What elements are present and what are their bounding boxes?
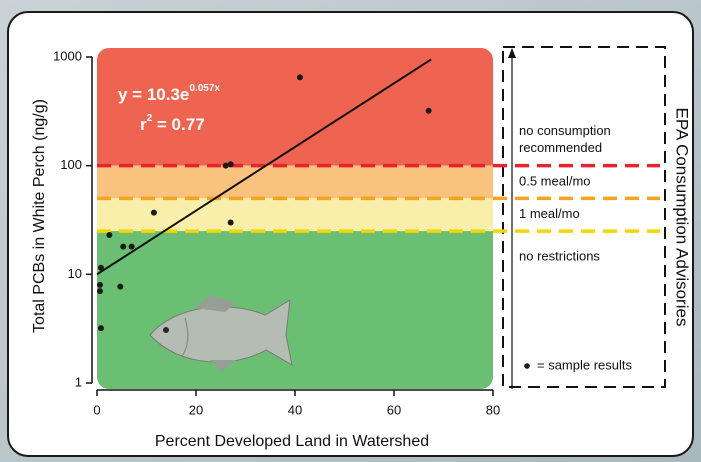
sample-point [97, 325, 104, 332]
advisory-label: recommended [519, 140, 602, 155]
x-tick-label: 20 [189, 402, 203, 417]
advisory-box [502, 46, 666, 388]
legend-marker [524, 363, 530, 369]
sample-point [128, 243, 135, 250]
fish [149, 295, 293, 372]
y-tick-label: 1 [75, 374, 82, 389]
sample-point [106, 232, 113, 239]
equation-base: y = 10.3e [118, 85, 189, 104]
y-tick-label: 10 [68, 266, 82, 281]
y-axis-label: Total PCBs in White Perch (ng/g) [31, 99, 48, 333]
x-tick-label: 80 [486, 402, 500, 417]
arrow-head [508, 48, 516, 58]
equation-exponent: 0.057x [189, 83, 220, 94]
advisory-label: 0.5 meal/mo [519, 173, 591, 188]
sample-point [425, 107, 432, 114]
advisory-band [97, 231, 493, 389]
sample-point [96, 281, 103, 288]
y-tick-label: 100 [60, 157, 82, 172]
x-tick-label: 0 [93, 402, 100, 417]
advisory-band [97, 198, 493, 232]
sample-point [227, 219, 234, 226]
sample-point [227, 161, 234, 168]
equation: y = 10.3e0.057x [118, 83, 220, 105]
sample-point [96, 288, 103, 295]
r-squared-base: r [140, 115, 147, 134]
r-squared-value: = 0.77 [152, 115, 204, 134]
r-squared-exponent: 2 [147, 113, 153, 124]
sample-point [97, 264, 104, 271]
advisory-band [97, 165, 493, 199]
sample-point [296, 74, 303, 81]
y-tick-label: 1000 [53, 48, 82, 63]
trend-line [96, 58, 432, 276]
advisory-label: 1 meal/mo [519, 206, 580, 221]
legend-text: = sample results [537, 357, 633, 372]
sample-point [120, 243, 127, 250]
advisory-label: no restrictions [519, 249, 600, 264]
advisory-title: EPA Consumption Advisories [673, 108, 692, 327]
x-tick-label: 60 [387, 402, 401, 417]
sample-point [150, 209, 157, 216]
sample-point [222, 162, 229, 169]
advisory-label: no consumption [519, 123, 611, 138]
x-tick-label: 40 [288, 402, 302, 417]
x-axis-label: Percent Developed Land in Watershed [155, 433, 429, 450]
plot-area [97, 48, 493, 389]
r-squared: r2 = 0.77 [140, 113, 205, 135]
sample-point [117, 283, 124, 290]
